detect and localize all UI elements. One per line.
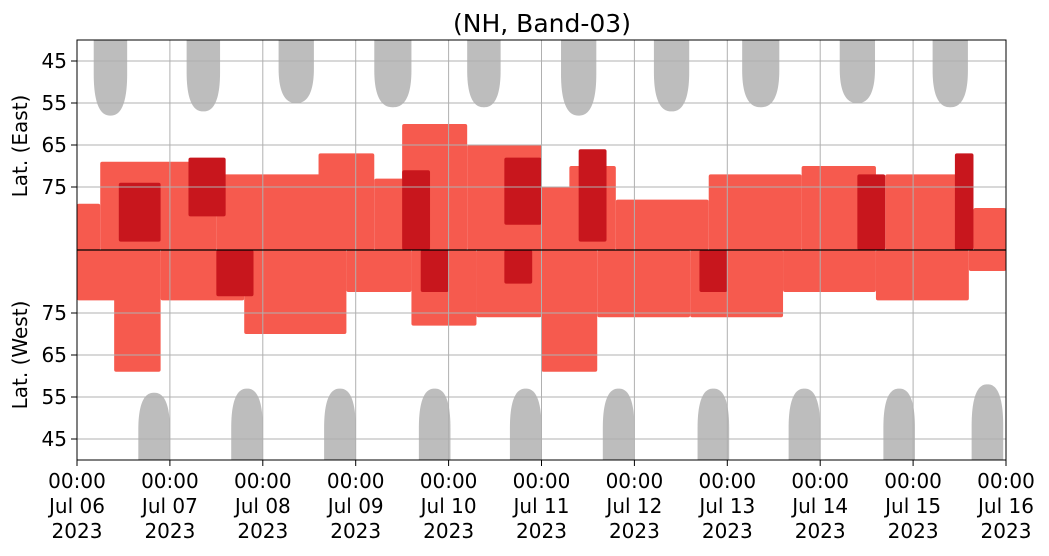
red-band-east-dark [118,182,161,242]
x-tick-label: Jul 11 [512,494,570,518]
x-tick-label: 2023 [52,519,103,543]
gray-region-east [561,40,597,116]
x-tick-label: 2023 [981,519,1032,543]
y-axis-label-east: Lat. (East) [8,95,32,198]
x-tick-label: Jul 06 [47,494,105,518]
x-tick-label: Jul 13 [697,494,755,518]
y-tick-label-east: 55 [42,91,67,115]
y-tick-label-east: 75 [42,175,67,199]
x-tick-label: Jul 14 [790,494,848,518]
plot-area [76,39,1007,461]
red-band-east-light [973,208,1006,250]
x-tick-label: 00:00 [977,469,1035,493]
gray-region-east [374,40,412,108]
red-band-east-dark [578,149,607,242]
x-tick-label: Jul 09 [326,494,384,518]
red-band-west-light [875,250,969,301]
x-tick-label: 2023 [795,519,846,543]
gray-region-west [231,388,263,460]
gray-region-west [509,388,542,460]
gray-region-east [839,40,876,103]
gray-region-east [93,40,128,116]
red-band-east-light [615,199,709,250]
gray-region-west [883,388,915,460]
data-marks [77,40,1006,460]
red-band-east-dark [954,153,974,250]
gray-region-east [932,40,968,108]
gray-region-east [278,40,314,103]
x-tick-label: 2023 [702,519,753,543]
x-tick-label: 00:00 [420,469,478,493]
red-band-west-dark [504,250,533,284]
red-band-west-light [783,250,876,292]
red-band-east-light [318,153,375,250]
red-band-west-light [597,250,691,318]
gray-region-east [742,40,780,108]
gray-region-west [971,384,1004,460]
red-band-east-light [216,174,338,250]
gray-region-west [324,388,356,460]
red-band-west-dark [216,250,254,297]
x-tick-label: 00:00 [791,469,849,493]
gray-region-east [653,40,690,112]
red-band-west-light [346,250,412,292]
y-tick-label-east: 65 [42,133,67,157]
x-tick-label: 2023 [888,519,939,543]
x-tick-label: 00:00 [513,469,571,493]
x-tick-label: Jul 10 [419,494,477,518]
y-tick-label-east: 45 [42,49,67,73]
x-tick-label: 2023 [423,519,474,543]
gray-region-west [788,388,821,460]
x-tick-label: 00:00 [234,469,292,493]
x-tick-label: 2023 [516,519,567,543]
x-tick-label: 00:00 [141,469,199,493]
red-band-east-dark [504,157,542,225]
red-band-east-dark [857,174,886,250]
red-band-west-dark [420,250,449,292]
chart-title: (NH, Band-03) [453,9,631,38]
x-tick-label: 2023 [237,519,288,543]
x-tick-label: 00:00 [606,469,664,493]
y-tick-label-west: 65 [42,343,67,367]
gray-region-west [138,392,170,460]
red-band-west-dark [699,250,728,292]
red-band-west-light [114,250,161,372]
x-tick-label: 00:00 [48,469,106,493]
y-axis-label-west: Lat. (West) [8,301,32,410]
x-tick-label: 00:00 [327,469,385,493]
x-tick-label: Jul 12 [604,494,662,518]
x-tick-label: 2023 [609,519,660,543]
x-tick-label: 00:00 [698,469,756,493]
gray-region-west [418,388,451,460]
gray-region-east [467,40,501,108]
red-band-west-light [77,250,124,301]
x-tick-label: Jul 15 [883,494,941,518]
red-band-west-light [968,250,1006,271]
red-band-east-light [708,174,802,250]
y-tick-label-west: 75 [42,301,67,325]
x-tick-label: 2023 [330,519,381,543]
red-band-west-light [244,250,347,334]
x-tick-label: 2023 [144,519,195,543]
red-band-east-light [77,203,101,250]
x-tick-label: 00:00 [884,469,942,493]
x-tick-label: Jul 07 [140,494,198,518]
y-tick-label-west: 55 [42,385,67,409]
gray-region-west [602,388,635,460]
red-band-east-dark [402,170,431,250]
red-band-west-light [541,250,598,372]
x-tick-label: Jul 16 [976,494,1034,518]
gray-region-west [697,388,730,460]
gray-region-east [186,40,221,112]
x-tick-label: Jul 08 [233,494,291,518]
y-tick-label-west: 45 [42,427,67,451]
red-band-east-light [885,174,969,250]
